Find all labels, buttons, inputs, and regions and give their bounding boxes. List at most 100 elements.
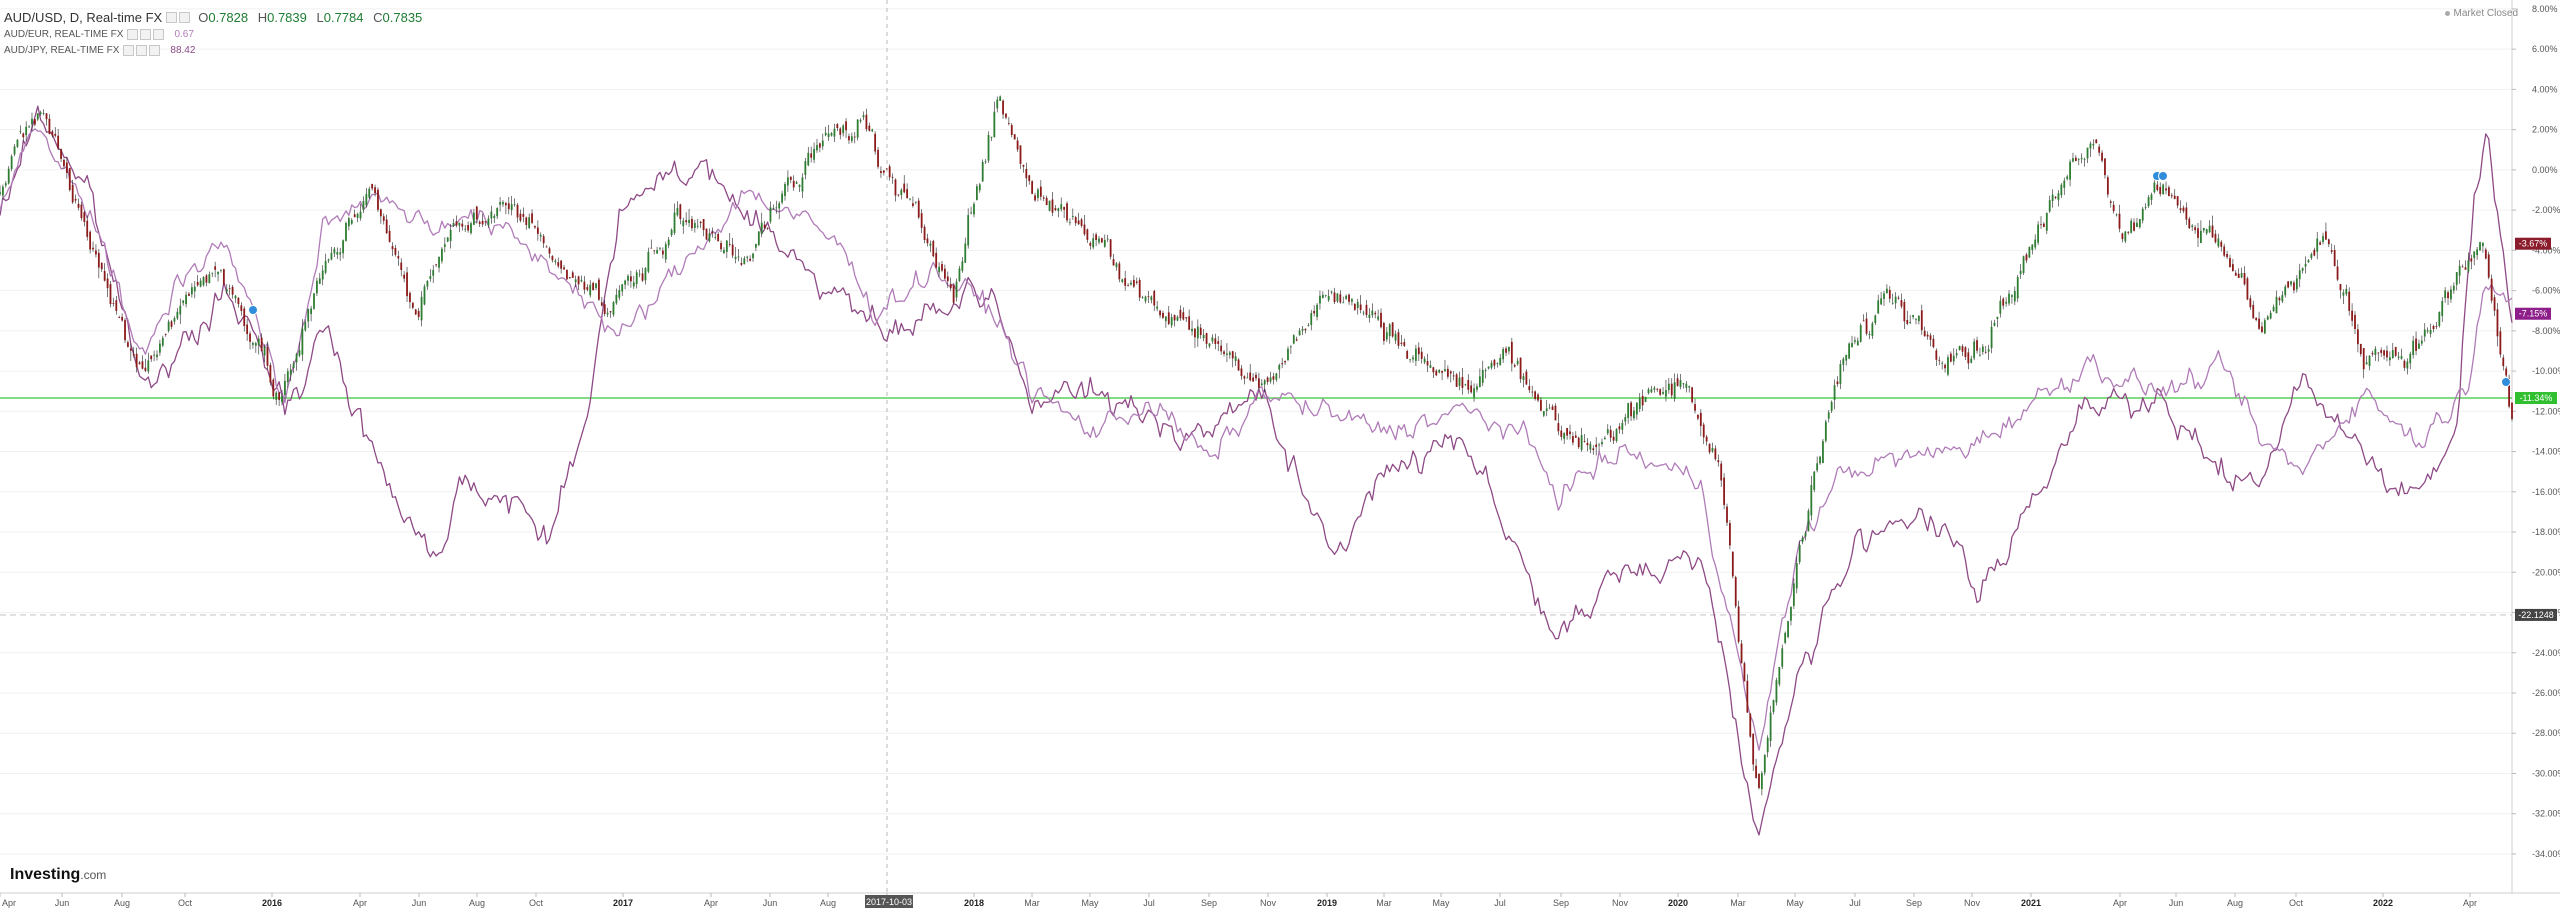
- chart-legend: AUD/USD, D, Real-time FX O0.7828 H0.7839…: [4, 8, 428, 58]
- candle-body: [1650, 389, 1653, 393]
- candle-body: [249, 333, 251, 342]
- candle-body: [1069, 222, 1071, 223]
- candle-body: [1720, 463, 1723, 481]
- x-tick-label: Jul: [1494, 898, 1506, 908]
- candle-body: [1915, 318, 1917, 320]
- candle-body: [2435, 325, 2438, 327]
- candle-body: [333, 248, 336, 254]
- candle-body: [170, 321, 173, 327]
- candle-body: [1656, 388, 1659, 390]
- candle-body: [792, 180, 795, 188]
- candle-body: [2028, 246, 2031, 258]
- candle-body: [1705, 436, 1708, 442]
- candle-body: [1935, 350, 1938, 360]
- candle-body: [217, 271, 219, 275]
- candle-body: [2086, 147, 2089, 159]
- candle-body: [36, 113, 39, 120]
- legend-row-aud-jpy[interactable]: AUD/JPY, REAL-TIME FX 88.42: [4, 42, 428, 58]
- candle-body: [2069, 161, 2071, 180]
- candle-body: [2493, 297, 2496, 311]
- candle-body: [316, 280, 318, 294]
- candle-body: [2415, 338, 2417, 351]
- candle-body: [2127, 231, 2130, 233]
- candle-body: [1380, 312, 1382, 328]
- candle-body: [1633, 410, 1635, 419]
- candle-body: [824, 132, 827, 136]
- candle-body: [1792, 583, 1795, 606]
- settings-icon[interactable]: [136, 44, 148, 56]
- aud-eur-symbol[interactable]: AUD/EUR, REAL-TIME FX: [4, 28, 124, 40]
- candle-body: [1697, 414, 1699, 419]
- candle-body: [630, 276, 632, 282]
- x-tick-label: Sep: [1906, 898, 1922, 908]
- y-tick-label: 6.00%: [2532, 44, 2558, 54]
- candle-body: [368, 188, 371, 198]
- candle-body: [618, 290, 621, 298]
- candle-body: [615, 294, 618, 304]
- legend-row-aud-eur[interactable]: AUD/EUR, REAL-TIME FX 0.67: [4, 26, 428, 42]
- candle-body: [1243, 376, 1246, 379]
- candle-body: [932, 240, 935, 257]
- candle-body: [1621, 423, 1624, 430]
- aud-jpy-symbol[interactable]: AUD/JPY, REAL-TIME FX: [4, 44, 120, 56]
- candle-body: [68, 168, 71, 191]
- candle-body: [1417, 347, 1420, 355]
- candle-body: [1856, 340, 1859, 346]
- candle-body: [1708, 443, 1711, 453]
- candle-body: [1002, 100, 1004, 115]
- candle-body: [1612, 436, 1615, 441]
- candle-body: [2013, 291, 2016, 302]
- candle-body: [45, 113, 48, 120]
- candle-body: [2162, 184, 2165, 195]
- candle-body: [2490, 278, 2493, 301]
- candle-body: [161, 337, 164, 346]
- close-icon[interactable]: [153, 28, 165, 40]
- candle-body: [647, 251, 650, 272]
- candle-body: [612, 302, 615, 315]
- candle-body: [1214, 338, 1217, 344]
- legend-main-row[interactable]: AUD/USD, D, Real-time FX O0.7828 H0.7839…: [4, 8, 428, 26]
- candle-body: [545, 246, 548, 248]
- eye-icon[interactable]: [127, 28, 139, 40]
- main-symbol[interactable]: AUD/USD, D, Real-time FX: [4, 9, 163, 25]
- candle-body: [1545, 408, 1548, 411]
- candle-body: [464, 228, 467, 230]
- candle-body: [699, 221, 702, 224]
- eye-icon[interactable]: [123, 44, 135, 56]
- settings-icon[interactable]: [166, 11, 178, 23]
- candle-body: [2281, 295, 2284, 302]
- candle-body: [1560, 430, 1563, 437]
- candle-body: [975, 186, 978, 200]
- candle-body: [1412, 357, 1414, 360]
- close-icon[interactable]: [179, 11, 191, 23]
- settings-icon[interactable]: [140, 28, 152, 40]
- candle-body: [1138, 279, 1141, 298]
- candle-body: [2083, 158, 2086, 160]
- candle-body: [548, 248, 551, 254]
- candle-body: [298, 350, 301, 356]
- candle-body: [7, 168, 10, 184]
- candle-body: [2304, 263, 2307, 267]
- candle-body: [912, 203, 914, 206]
- candle-body: [1298, 330, 1301, 336]
- candle-body: [1095, 234, 1097, 241]
- candle-body: [1772, 700, 1775, 712]
- candle-body: [339, 252, 342, 255]
- candle-body: [1327, 295, 1330, 301]
- candle-body: [272, 379, 275, 397]
- candle-body: [1304, 328, 1307, 331]
- reference-badge-label: -22.1248: [2518, 610, 2554, 620]
- candle-body: [2484, 249, 2487, 259]
- close-icon[interactable]: [149, 44, 161, 56]
- candle-body: [1665, 390, 1667, 397]
- market-status: Market Closed: [2444, 8, 2518, 19]
- candle-body: [621, 284, 624, 292]
- candle-body: [1557, 423, 1560, 432]
- candle-body: [897, 194, 900, 196]
- candle-body: [1086, 229, 1089, 240]
- candle-body: [1429, 365, 1432, 368]
- candle-body: [635, 272, 638, 284]
- candle-body: [1121, 279, 1124, 282]
